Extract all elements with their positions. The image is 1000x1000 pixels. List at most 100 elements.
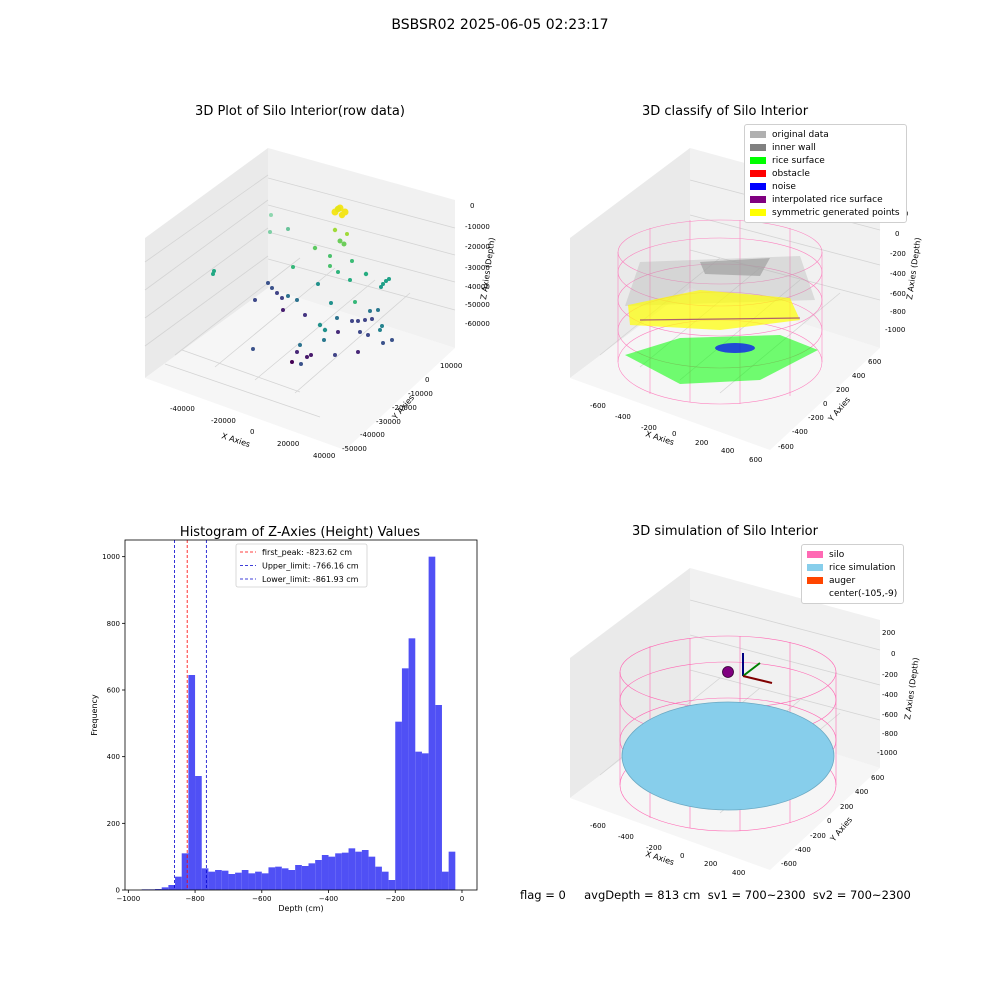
histogram-bar (181, 853, 189, 890)
histogram-vlines (174, 540, 207, 890)
histogram-bar (441, 871, 449, 890)
legend-entry: center(-105,-9) (807, 587, 897, 600)
legend-label: original data (772, 129, 829, 140)
histogram-bar (215, 870, 222, 890)
legend-label: inner wall (772, 142, 816, 153)
footer-status: flag = 0 avgDepth = 813 cm sv1 = 700~230… (520, 888, 911, 902)
histogram-ytick-label: 800 (107, 620, 120, 628)
histogram-bar (375, 866, 382, 890)
histogram-bar (408, 638, 416, 890)
panel3-title: 3D simulation of Silo Interior (632, 524, 818, 539)
histogram-bar (401, 668, 409, 890)
histogram-xtick-label: −400 (319, 895, 338, 903)
legend-entry: auger (807, 574, 897, 587)
histogram-ytick-label: 1000 (102, 553, 120, 561)
histogram-ytick-label: 600 (107, 687, 120, 695)
histogram-bar (241, 870, 249, 890)
legend-entry: symmetric generated points (750, 206, 900, 219)
histogram-legend: first_peak: -823.62 cm Upper_limit: -766.… (235, 543, 368, 588)
legend-swatch (750, 157, 766, 164)
panel2-legend: original data inner wall rice surface ob… (744, 124, 907, 223)
legend-entry: original data (750, 128, 900, 141)
histogram-bar (315, 860, 322, 890)
legend-entry: obstacle (750, 167, 900, 180)
legend-swatch (807, 551, 823, 558)
histogram-bar (321, 855, 329, 890)
histogram-bar (195, 776, 202, 890)
histogram-frame (124, 539, 478, 891)
histogram-ytick-label: 200 (107, 820, 120, 828)
histogram-bar (288, 870, 296, 890)
histogram-bar (341, 852, 349, 890)
histogram-xticks: −1000 −800 −600 −400 −200 0 (116, 890, 464, 903)
histogram-bar (328, 856, 336, 890)
panel1-title: 3D Plot of Silo Interior(row data) (195, 104, 405, 119)
histogram-legend-label: Upper_limit: -766.16 cm (262, 562, 359, 571)
histogram-bar (308, 863, 316, 890)
figure-title: BSBSR02 2025-06-05 02:23:17 (391, 17, 609, 33)
histogram-bar (161, 887, 169, 890)
legend-label: rice simulation (829, 562, 896, 573)
histogram-bar (335, 853, 342, 890)
histogram-bar (448, 851, 456, 890)
legend-label: auger (829, 575, 856, 586)
legend-swatch (750, 144, 766, 151)
histogram-bar (235, 872, 242, 890)
histogram-ytick-label: 400 (107, 753, 120, 761)
histogram-bar (301, 866, 309, 890)
histogram-bar (168, 885, 176, 890)
legend-label: obstacle (772, 168, 810, 179)
legend-swatch (750, 209, 766, 216)
legend-swatch (807, 590, 823, 597)
histogram-bar (261, 873, 269, 890)
histogram-xtick-label: −600 (252, 895, 271, 903)
histogram-bar (188, 675, 196, 890)
legend-swatch (807, 564, 823, 571)
histogram-xtick-label: 0 (460, 895, 464, 903)
histogram-ytick-label: 0 (116, 887, 120, 895)
histogram-yticks: 0 200 400 600 800 1000 (102, 553, 125, 895)
histogram-bar (395, 721, 402, 890)
legend-label: noise (772, 181, 796, 192)
histogram-bar (228, 874, 236, 890)
histogram-bar (255, 871, 262, 890)
legend-entry: noise (750, 180, 900, 193)
histogram-bar (275, 866, 282, 890)
legend-swatch (750, 183, 766, 190)
legend-label: interpolated rice surface (772, 194, 883, 205)
histogram-bar (435, 705, 442, 890)
legend-swatch (807, 577, 823, 584)
histogram-bar (268, 867, 276, 890)
legend-swatch (750, 196, 766, 203)
histogram-bar (428, 556, 436, 890)
histogram-bar (421, 753, 429, 890)
histogram-xtick-label: −1000 (116, 895, 140, 903)
histogram-bar (368, 856, 376, 890)
histogram-legend-box (235, 543, 368, 588)
histogram-legend-label: Lower_limit: -861.93 cm (262, 575, 359, 584)
histogram-bar (415, 751, 422, 890)
legend-swatch (750, 170, 766, 177)
legend-entry: interpolated rice surface (750, 193, 900, 206)
panel3-legend: silo rice simulation auger center(-105,-… (801, 544, 905, 604)
legend-label: rice surface (772, 155, 825, 166)
panel2-title: 3D classify of Silo Interior (641, 104, 809, 119)
legend-entry: silo (807, 548, 897, 561)
histogram-bar (361, 850, 369, 890)
histogram-ylabel: Frequency (90, 694, 99, 736)
histogram-bar (248, 873, 256, 890)
legend-label: center(-105,-9) (829, 588, 898, 599)
legend-entry: rice simulation (807, 561, 897, 574)
histogram-title: Histogram of Z-Axies (Height) Values (180, 525, 420, 540)
histogram-bar (175, 876, 182, 890)
histogram-legend-label: first_peak: -823.62 cm (262, 548, 352, 557)
histogram-bars (141, 556, 456, 890)
histogram-bar (221, 870, 229, 890)
legend-swatch (750, 131, 766, 138)
histogram-bar (201, 868, 209, 890)
legend-label: silo (829, 549, 845, 560)
histogram-xtick-label: −800 (185, 895, 204, 903)
histogram-xlabel: Depth (cm) (278, 904, 323, 913)
histogram-bar (355, 851, 362, 890)
